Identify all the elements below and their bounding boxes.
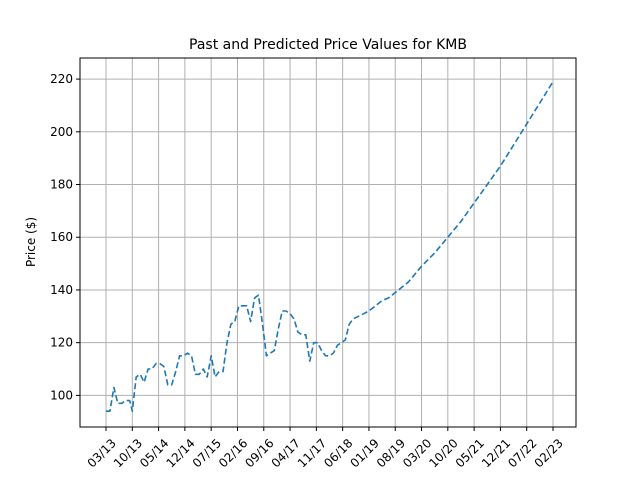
plot-frame — [79, 57, 577, 428]
x-tick-label: 12/14 — [163, 436, 197, 470]
x-tick-label: 10/20 — [426, 436, 460, 470]
x-tick-label: 09/16 — [242, 436, 276, 470]
y-tick-label: 180 — [50, 178, 73, 192]
y-tick-label: 160 — [50, 230, 73, 244]
y-tick-label: 200 — [50, 125, 73, 139]
y-tick-label: 100 — [50, 388, 73, 402]
x-tick-label: 07/22 — [505, 436, 539, 470]
y-tick-label: 220 — [50, 72, 73, 86]
x-tick-label: 03/20 — [400, 436, 434, 470]
series-line — [106, 81, 554, 413]
x-tick-label: 03/13 — [85, 436, 119, 470]
chart-title: Past and Predicted Price Values for KMB — [189, 37, 467, 53]
x-tick-label: 05/14 — [137, 436, 171, 470]
x-tick-label: 12/21 — [479, 436, 513, 470]
series-layer — [106, 81, 554, 413]
x-tick-label: 08/19 — [374, 436, 408, 470]
x-tick-label: 07/15 — [190, 436, 224, 470]
x-tick-label: 02/23 — [532, 436, 566, 470]
x-tick-label: 05/21 — [453, 436, 487, 470]
x-tick-label: 06/18 — [321, 436, 355, 470]
x-tick-label: 10/13 — [111, 436, 145, 470]
x-tick-label: 04/17 — [269, 436, 303, 470]
y-tick-label: 120 — [50, 336, 73, 350]
y-axis-label: Price ($) — [24, 217, 38, 267]
grid — [80, 58, 576, 427]
x-axis: 03/1310/1305/1412/1407/1502/1609/1604/17… — [85, 427, 566, 470]
x-tick-label: 11/17 — [295, 436, 329, 470]
x-tick-label: 02/16 — [216, 436, 250, 470]
y-axis: 100 120 140 160 180 200 220 — [50, 72, 80, 402]
x-tick-label: 01/19 — [347, 436, 381, 470]
y-tick-label: 140 — [50, 283, 73, 297]
